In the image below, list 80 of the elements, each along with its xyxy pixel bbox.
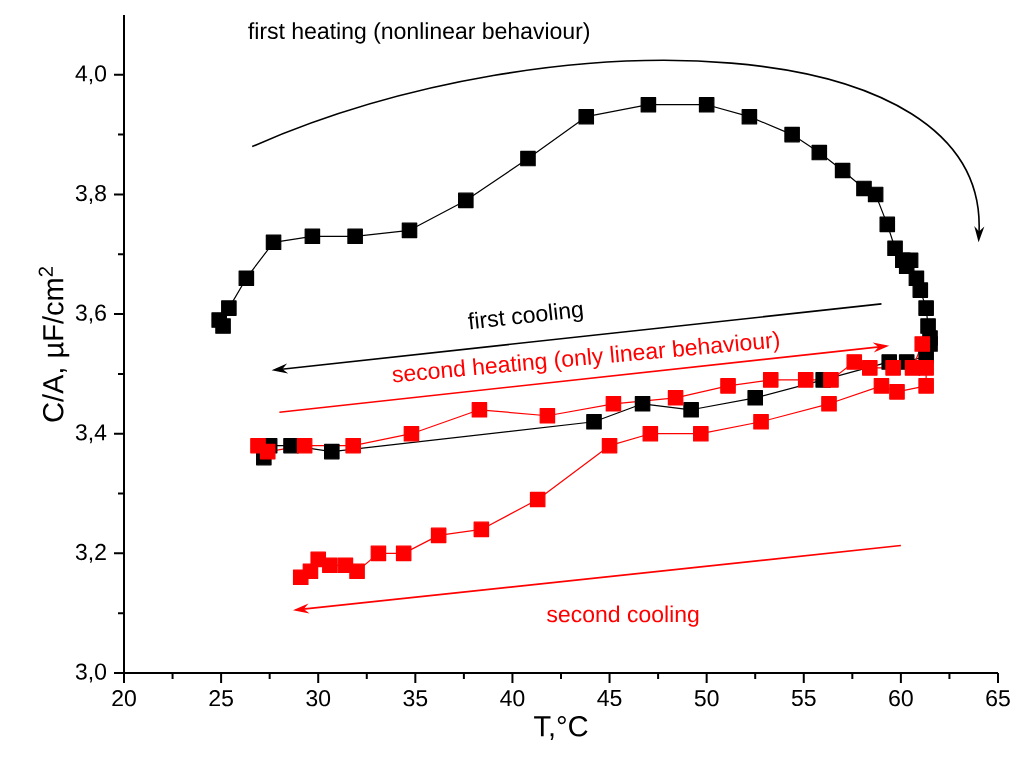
x-tick-label: 25 [209, 690, 233, 707]
point [846, 354, 863, 370]
point [292, 569, 309, 586]
y-tick-label: 4,0 [75, 65, 107, 85]
point [265, 234, 282, 251]
point [889, 384, 905, 400]
point [430, 527, 447, 544]
x-tick-label: 50 [694, 690, 719, 707]
point [401, 222, 418, 239]
point [918, 300, 934, 316]
point [821, 396, 837, 412]
point [471, 401, 488, 418]
point [337, 557, 354, 574]
point [634, 396, 651, 412]
point [605, 396, 622, 412]
point [918, 378, 934, 394]
point [345, 437, 361, 454]
point [862, 360, 878, 376]
point [539, 407, 556, 424]
point [403, 425, 420, 442]
point [834, 162, 851, 179]
point [747, 390, 764, 406]
point [370, 545, 387, 562]
point [640, 96, 657, 113]
annotation: first heating (nonlinear behaviour) [248, 22, 590, 44]
x-tick-label: 45 [597, 690, 622, 707]
x-tick-label: 65 [986, 690, 1010, 707]
point [918, 360, 934, 376]
point [259, 443, 276, 460]
point [395, 545, 412, 562]
point [667, 390, 684, 406]
point [347, 228, 363, 245]
point [867, 186, 884, 203]
point [720, 378, 736, 394]
annotation: second cooling [547, 605, 699, 627]
annotation: first cooling [467, 303, 583, 330]
point [586, 413, 602, 430]
point [283, 437, 299, 454]
x-tick-label: 35 [403, 690, 428, 707]
point [914, 336, 931, 352]
y-tick-label: 3,8 [75, 184, 106, 204]
point [529, 491, 546, 508]
y-tick-label: 3,2 [75, 543, 106, 563]
point [762, 372, 779, 388]
annotation: second heating (only linear behaviour) [392, 331, 779, 383]
point [797, 372, 814, 388]
x-axis-title: T,°C [534, 716, 588, 741]
point [473, 521, 490, 538]
point [221, 300, 237, 316]
point [458, 192, 474, 209]
point [823, 372, 839, 388]
point [741, 108, 758, 125]
point [296, 437, 313, 454]
x-tick-label: 55 [791, 690, 816, 707]
x-tick-label: 30 [306, 690, 331, 707]
y-tick-label: 3,0 [75, 663, 107, 683]
point [811, 144, 828, 161]
point [601, 437, 618, 454]
point [238, 270, 255, 286]
point [520, 150, 536, 167]
x-tick-label: 20 [112, 690, 136, 707]
point [304, 228, 321, 245]
y-axis-title: C/A, µF/cm$^{2}$ [38, 267, 70, 422]
point [885, 360, 901, 376]
point [693, 425, 709, 442]
point [642, 425, 659, 442]
point [753, 413, 769, 430]
point [683, 401, 699, 418]
point [578, 108, 595, 125]
x-tick-label: 60 [889, 690, 913, 707]
point [873, 378, 890, 394]
y-tick-label: 3,6 [75, 304, 106, 324]
point [324, 443, 340, 460]
point [698, 96, 715, 113]
point [879, 216, 896, 233]
y-tick-label: 3,4 [75, 424, 107, 444]
point [215, 318, 231, 334]
point [784, 126, 800, 143]
x-tick-label: 40 [500, 690, 525, 707]
point [912, 282, 929, 298]
